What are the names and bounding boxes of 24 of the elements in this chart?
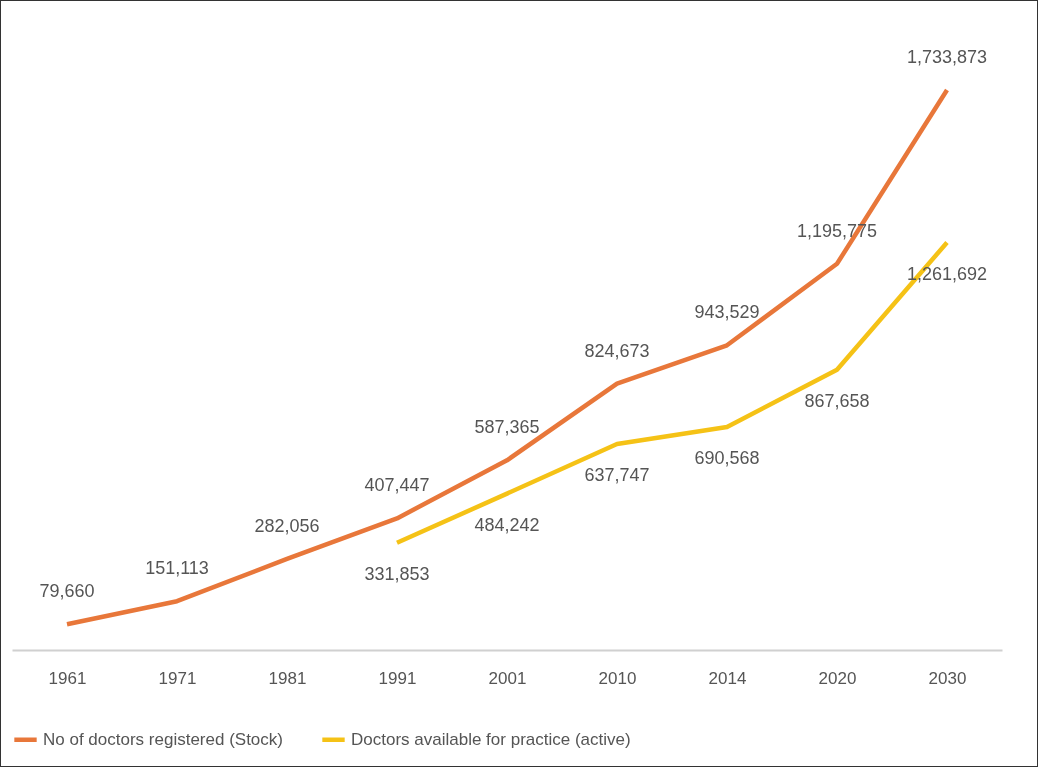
data-label: 943,529 (694, 302, 760, 323)
data-label: 407,447 (364, 475, 430, 496)
x-tick-label: 1961 (48, 668, 87, 688)
x-tick-label: 1981 (268, 668, 307, 688)
legend-label: No of doctors registered (Stock) (43, 729, 283, 749)
data-label: 282,056 (254, 515, 320, 536)
x-tick-label: 1991 (378, 668, 417, 688)
x-tick-label: 2001 (488, 668, 527, 688)
x-tick-label: 1971 (158, 668, 197, 688)
x-tick-label: 2030 (928, 668, 967, 688)
data-label: 637,747 (584, 465, 650, 486)
data-label: 484,242 (474, 514, 540, 535)
data-label: 690,568 (694, 447, 760, 468)
data-label: 79,660 (39, 581, 95, 602)
data-label: 587,365 (474, 417, 540, 438)
data-label: 1,733,873 (906, 47, 988, 67)
x-tick-label: 2010 (598, 668, 637, 688)
legend-label: Doctors available for practice (active) (351, 729, 631, 749)
x-tick-label: 2020 (818, 668, 857, 688)
data-label: 824,673 (584, 340, 650, 361)
x-tick-label: 2014 (708, 668, 747, 688)
data-label: 331,853 (364, 563, 430, 584)
data-label: 867,658 (804, 390, 870, 411)
data-label: 151,113 (145, 558, 209, 579)
